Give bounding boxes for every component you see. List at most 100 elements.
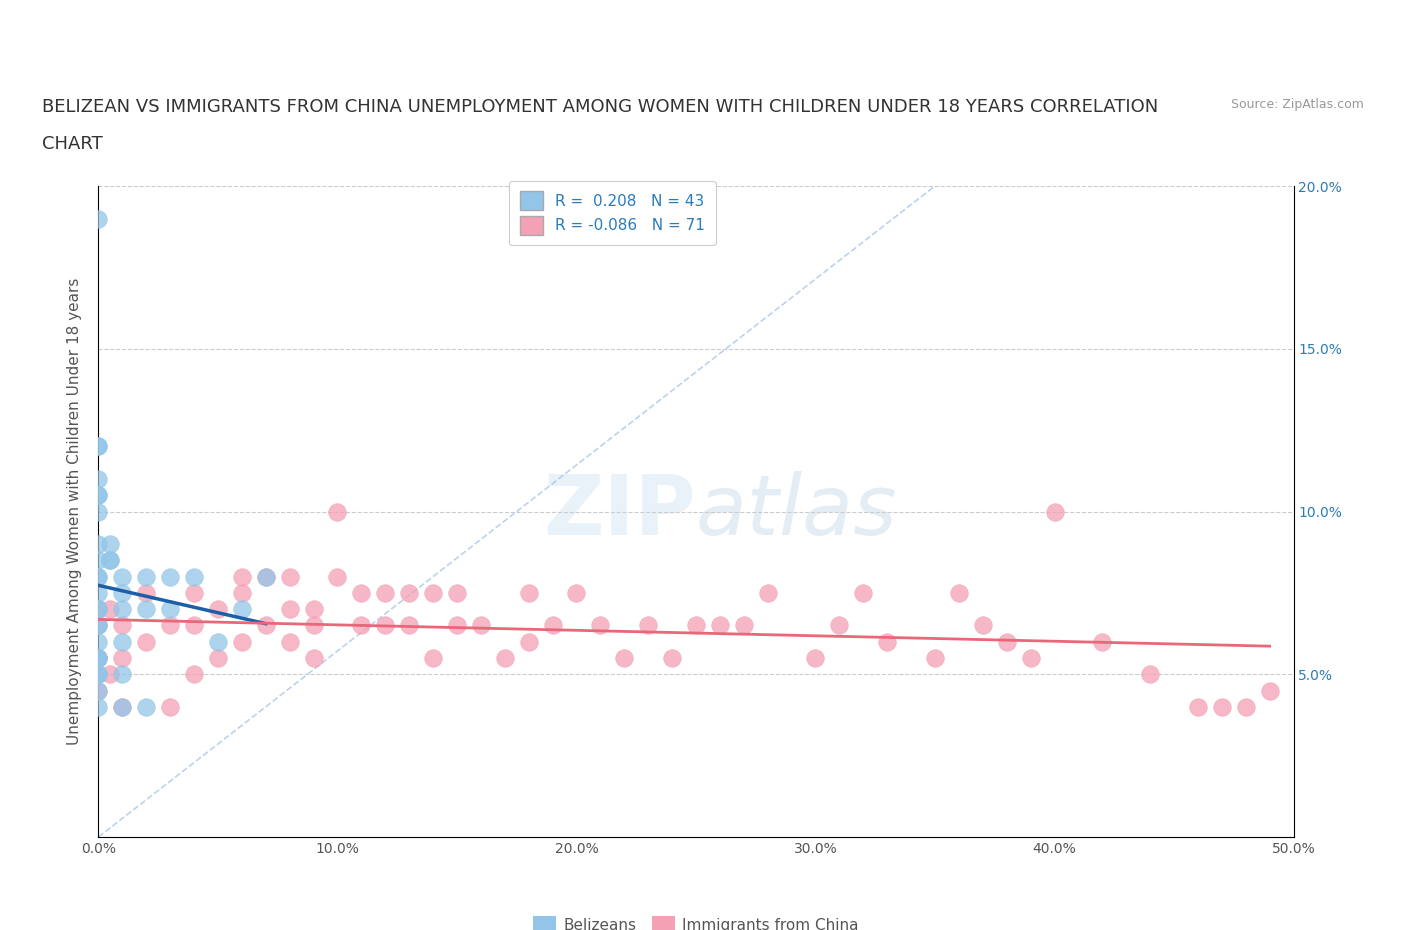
Point [517, 586, 540, 601]
Point [541, 618, 564, 633]
Point [111, 569, 134, 584]
Point [135, 569, 157, 584]
Point [446, 618, 468, 633]
Point [87, 667, 110, 682]
Point [98, 553, 122, 568]
Point [852, 586, 875, 601]
Point [111, 699, 134, 714]
Point [87, 684, 110, 698]
Point [517, 634, 540, 649]
Point [565, 586, 588, 601]
Point [111, 699, 134, 714]
Point [685, 618, 707, 633]
Point [1258, 684, 1281, 698]
Point [111, 667, 134, 682]
Text: BELIZEAN VS IMMIGRANTS FROM CHINA UNEMPLOYMENT AMONG WOMEN WITH CHILDREN UNDER 1: BELIZEAN VS IMMIGRANTS FROM CHINA UNEMPL… [42, 98, 1159, 115]
Point [1234, 699, 1257, 714]
Point [87, 667, 110, 682]
Point [87, 211, 110, 226]
Text: Source: ZipAtlas.com: Source: ZipAtlas.com [1230, 98, 1364, 111]
Point [326, 504, 349, 519]
Point [254, 569, 277, 584]
Point [87, 537, 110, 551]
Point [87, 569, 110, 584]
Point [1211, 699, 1233, 714]
Point [111, 602, 134, 617]
Point [733, 618, 755, 633]
Text: ZIP: ZIP [544, 471, 696, 552]
Point [159, 569, 181, 584]
Point [87, 602, 110, 617]
Point [87, 651, 110, 666]
Point [231, 602, 253, 617]
Point [1019, 651, 1042, 666]
Point [876, 634, 898, 649]
Point [183, 586, 205, 601]
Point [804, 651, 827, 666]
Point [828, 618, 851, 633]
Point [350, 586, 373, 601]
Y-axis label: Unemployment Among Women with Children Under 18 years: Unemployment Among Women with Children U… [67, 278, 83, 745]
Point [637, 618, 659, 633]
Point [278, 634, 301, 649]
Point [159, 602, 181, 617]
Point [159, 699, 181, 714]
Point [87, 651, 110, 666]
Point [350, 618, 373, 633]
Point [98, 537, 122, 551]
Point [207, 634, 229, 649]
Text: atlas: atlas [696, 471, 897, 552]
Point [87, 569, 110, 584]
Point [87, 699, 110, 714]
Point [135, 586, 157, 601]
Point [302, 602, 325, 617]
Point [87, 618, 110, 633]
Point [278, 569, 301, 584]
Point [98, 602, 122, 617]
Point [398, 618, 420, 633]
Point [1187, 699, 1209, 714]
Point [374, 586, 396, 601]
Point [924, 651, 946, 666]
Point [87, 488, 110, 503]
Point [661, 651, 683, 666]
Point [87, 504, 110, 519]
Point [87, 684, 110, 698]
Point [183, 618, 205, 633]
Point [231, 586, 253, 601]
Text: CHART: CHART [42, 135, 103, 153]
Point [111, 618, 134, 633]
Point [1043, 504, 1066, 519]
Point [87, 618, 110, 633]
Point [326, 569, 349, 584]
Point [207, 651, 229, 666]
Point [398, 586, 420, 601]
Point [135, 634, 157, 649]
Point [87, 618, 110, 633]
Point [470, 618, 492, 633]
Point [254, 618, 277, 633]
Point [87, 488, 110, 503]
Point [183, 569, 205, 584]
Point [135, 699, 157, 714]
Point [589, 618, 612, 633]
Point [995, 634, 1018, 649]
Point [87, 553, 110, 568]
Point [87, 602, 110, 617]
Point [87, 439, 110, 454]
Point [302, 651, 325, 666]
Point [1091, 634, 1114, 649]
Point [98, 667, 122, 682]
Point [111, 634, 134, 649]
Point [446, 586, 468, 601]
Point [422, 651, 444, 666]
Legend: Belizeans, Immigrants from China: Belizeans, Immigrants from China [527, 910, 865, 930]
Point [135, 602, 157, 617]
Point [613, 651, 636, 666]
Point [98, 553, 122, 568]
Point [948, 586, 970, 601]
Point [87, 439, 110, 454]
Point [278, 602, 301, 617]
Point [87, 634, 110, 649]
Point [183, 667, 205, 682]
